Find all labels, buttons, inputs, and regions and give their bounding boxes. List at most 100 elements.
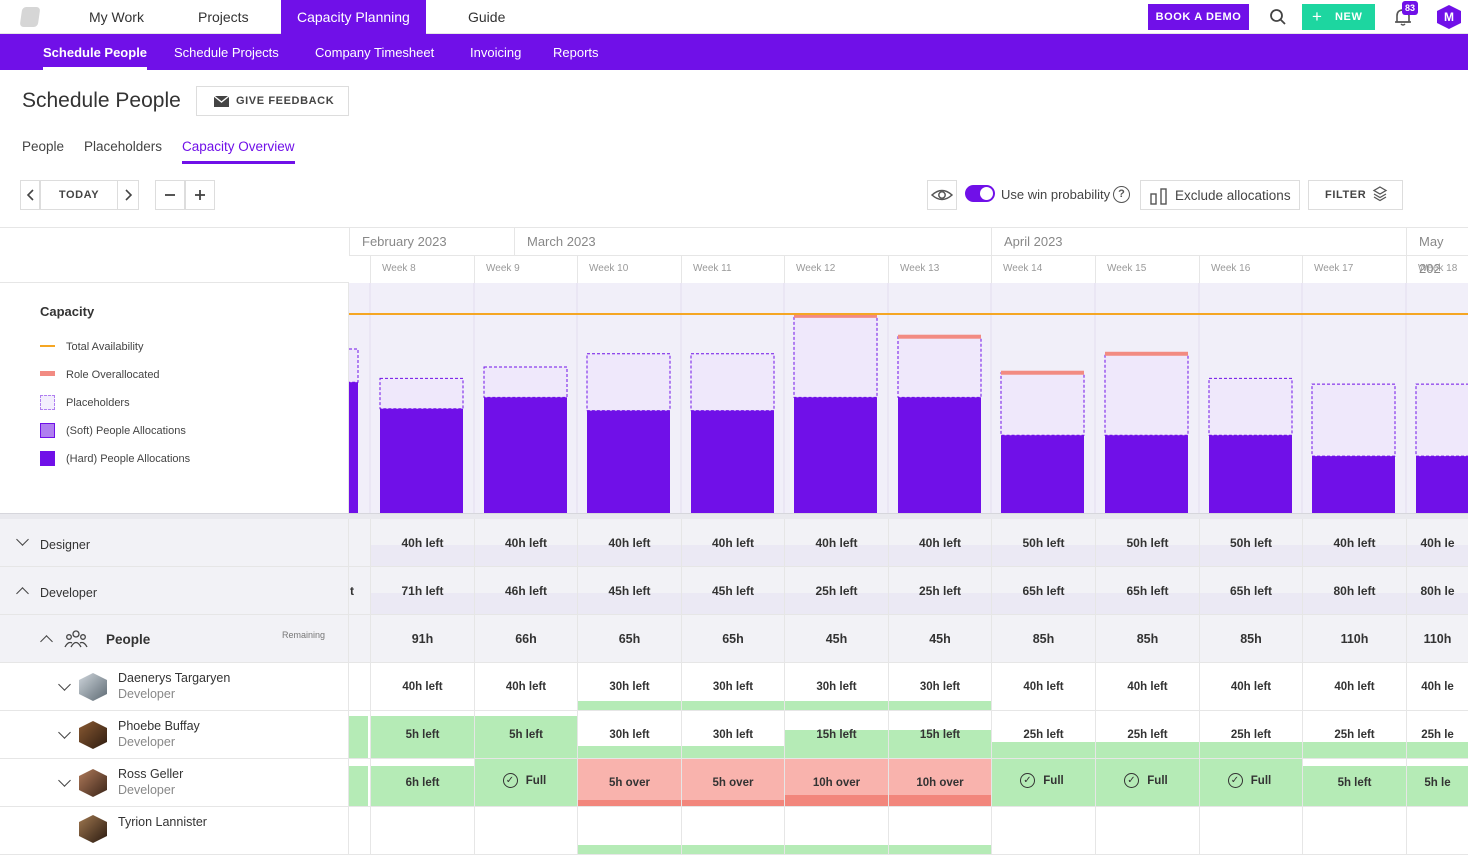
allocation-cell[interactable]: 5h left: [370, 711, 474, 758]
allocation-cell[interactable]: 30h left: [784, 663, 888, 710]
capacity-cell[interactable]: 91h: [370, 615, 474, 662]
capacity-cell[interactable]: 65h: [681, 615, 784, 662]
capacity-cell[interactable]: 45h left: [577, 567, 681, 614]
capacity-cell[interactable]: 45h: [888, 615, 991, 662]
capacity-cell[interactable]: 80h left: [1302, 567, 1406, 614]
capacity-cell[interactable]: 85h: [1199, 615, 1302, 662]
capacity-cell[interactable]: 46h left: [474, 567, 577, 614]
allocation-cell[interactable]: Full ✓: [1095, 759, 1199, 806]
allocation-cell[interactable]: 25h left: [1095, 711, 1199, 758]
allocation-cell[interactable]: 30h left: [888, 663, 991, 710]
allocation-cell[interactable]: [577, 807, 681, 854]
capacity-cell[interactable]: 25h left: [784, 567, 888, 614]
allocation-cell[interactable]: 6h left: [370, 759, 474, 806]
capacity-cell[interactable]: 40h left: [370, 519, 474, 566]
allocation-cell[interactable]: 30h left: [577, 663, 681, 710]
allocation-cell[interactable]: 30h left: [577, 711, 681, 758]
capacity-cell[interactable]: 40h left: [784, 519, 888, 566]
capacity-cell[interactable]: 65h left: [1095, 567, 1199, 614]
person-name[interactable]: Ross Geller: [118, 767, 184, 781]
capacity-cell[interactable]: 110h: [1302, 615, 1406, 662]
allocation-cell[interactable]: 25h left: [1199, 711, 1302, 758]
filter-button[interactable]: FILTER: [1308, 180, 1403, 210]
allocation-cell[interactable]: 25h le: [1406, 711, 1468, 758]
visibility-button[interactable]: [927, 180, 957, 210]
allocation-cell[interactable]: 40h le: [1406, 663, 1468, 710]
subnav-invoicing[interactable]: Invoicing: [470, 45, 522, 60]
person-row[interactable]: Ross Geller Developer 6h left Full ✓ 5h ove…: [0, 759, 1468, 807]
chevron-down-icon[interactable]: [58, 678, 71, 691]
allocation-cell[interactable]: [474, 807, 577, 854]
group-row-people[interactable]: People Remaining 91h 66h 65h 65h 45h 45h 85h 85…: [0, 615, 1468, 663]
next-button[interactable]: [117, 180, 139, 210]
allocation-cell[interactable]: 10h over: [784, 759, 888, 806]
capacity-cell[interactable]: 40h le: [1406, 519, 1468, 566]
allocation-cell[interactable]: 40h left: [1095, 663, 1199, 710]
capacity-cell[interactable]: 66h: [474, 615, 577, 662]
person-row[interactable]: Tyrion Lannister: [0, 807, 1468, 855]
book-demo-button[interactable]: BOOK A DEMO: [1148, 4, 1249, 30]
nav-capacity-planning[interactable]: Capacity Planning: [281, 0, 426, 34]
allocation-cell[interactable]: [1302, 807, 1406, 854]
subnav-company-timesheet[interactable]: Company Timesheet: [315, 45, 435, 60]
allocation-cell[interactable]: 5h left: [1302, 759, 1406, 806]
allocation-cell[interactable]: 40h left: [1302, 663, 1406, 710]
subnav-schedule-people[interactable]: Schedule People: [43, 34, 148, 70]
allocation-cell[interactable]: Full ✓: [991, 759, 1095, 806]
win-probability-toggle[interactable]: [965, 185, 995, 202]
capacity-cell[interactable]: 110h: [1406, 615, 1468, 662]
person-name[interactable]: Daenerys Targaryen: [118, 671, 231, 685]
allocation-cell[interactable]: [1406, 807, 1468, 854]
capacity-cell[interactable]: 85h: [1095, 615, 1199, 662]
capacity-cell[interactable]: 40h left: [1302, 519, 1406, 566]
capacity-cell[interactable]: 25h left: [888, 567, 991, 614]
allocation-cell[interactable]: 40h left: [474, 663, 577, 710]
allocation-cell[interactable]: [370, 807, 474, 854]
allocation-cell[interactable]: 40h left: [1199, 663, 1302, 710]
allocation-cell[interactable]: Full ✓: [474, 759, 577, 806]
allocation-cell[interactable]: 40h left: [370, 663, 474, 710]
chevron-up-icon[interactable]: [16, 587, 29, 600]
capacity-cell[interactable]: 40h left: [681, 519, 784, 566]
allocation-cell[interactable]: 25h left: [1302, 711, 1406, 758]
section-divider[interactable]: [0, 513, 1468, 519]
nav-my-work[interactable]: My Work: [89, 9, 144, 25]
allocation-cell[interactable]: 15h left: [888, 711, 991, 758]
search-icon[interactable]: [1269, 8, 1287, 26]
allocation-cell[interactable]: [681, 807, 784, 854]
person-name[interactable]: Tyrion Lannister: [118, 815, 207, 829]
zoom-out-button[interactable]: [155, 180, 185, 210]
exclude-allocations-button[interactable]: Exclude allocations: [1140, 180, 1300, 210]
allocation-cell[interactable]: 5h left: [474, 711, 577, 758]
role-row-developer[interactable]: Developer t 71h left 46h left 45h left 45h l…: [0, 567, 1468, 615]
subnav-reports[interactable]: Reports: [553, 45, 599, 60]
person-name[interactable]: Phoebe Buffay: [118, 719, 200, 733]
allocation-cell[interactable]: [1199, 807, 1302, 854]
tab-capacity-overview[interactable]: Capacity Overview: [182, 139, 295, 164]
person-row[interactable]: Daenerys Targaryen Developer 40h left 40h…: [0, 663, 1468, 711]
capacity-cell[interactable]: 45h: [784, 615, 888, 662]
nav-guide[interactable]: Guide: [468, 9, 506, 25]
subnav-schedule-projects[interactable]: Schedule Projects: [174, 45, 279, 60]
chevron-up-icon[interactable]: [40, 635, 53, 648]
give-feedback-button[interactable]: GIVE FEEDBACK: [196, 86, 349, 116]
zoom-in-button[interactable]: [185, 180, 215, 210]
allocation-cell[interactable]: [991, 807, 1095, 854]
nav-projects[interactable]: Projects: [198, 9, 249, 25]
capacity-cell[interactable]: 40h left: [888, 519, 991, 566]
allocation-cell[interactable]: 40h left: [991, 663, 1095, 710]
chevron-down-icon[interactable]: [16, 533, 29, 546]
allocation-cell[interactable]: 10h over: [888, 759, 991, 806]
allocation-cell[interactable]: [1095, 807, 1199, 854]
chevron-down-icon[interactable]: [58, 774, 71, 787]
capacity-cell[interactable]: 65h left: [991, 567, 1095, 614]
new-button[interactable]: + NEW: [1302, 4, 1375, 30]
capacity-cell[interactable]: 45h left: [681, 567, 784, 614]
capacity-cell[interactable]: 50h left: [1095, 519, 1199, 566]
capacity-cell[interactable]: 40h left: [474, 519, 577, 566]
capacity-cell[interactable]: 50h left: [1199, 519, 1302, 566]
allocation-cell[interactable]: 5h le: [1406, 759, 1468, 806]
capacity-cell[interactable]: 40h left: [577, 519, 681, 566]
allocation-cell[interactable]: 15h left: [784, 711, 888, 758]
app-logo-icon[interactable]: [19, 7, 41, 27]
